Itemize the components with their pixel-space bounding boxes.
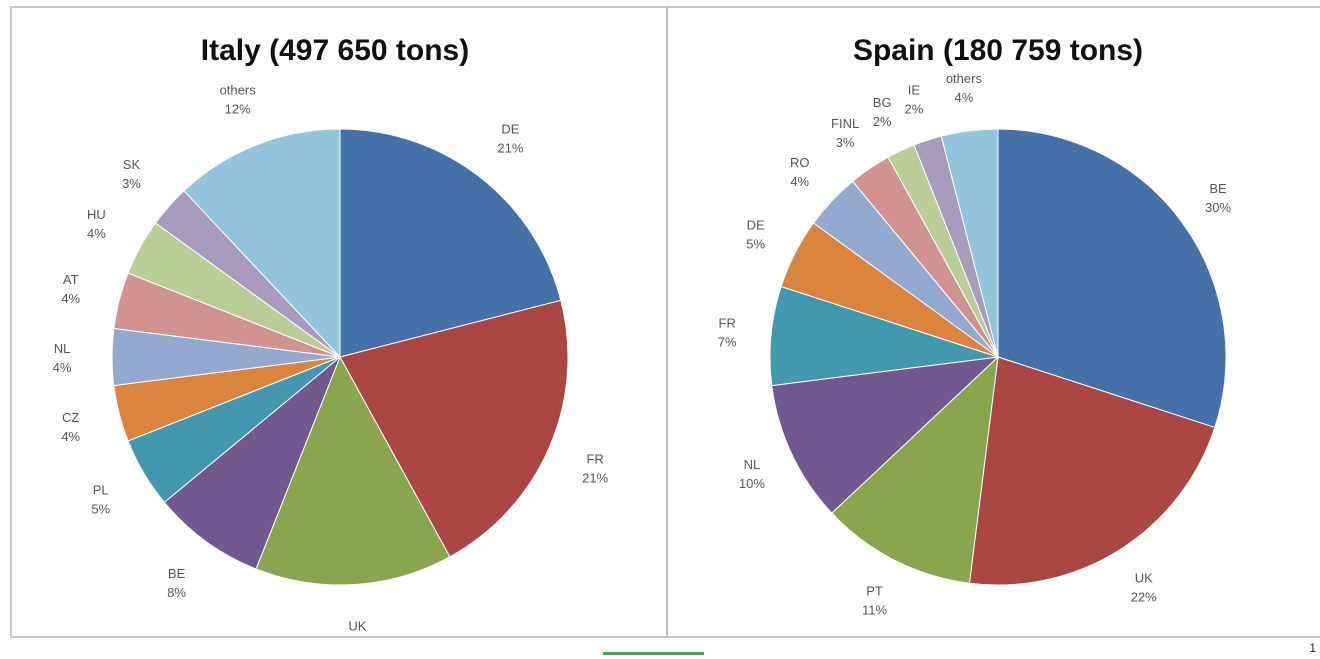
spain-slices: [769, 128, 1227, 586]
spain-slice-pt: [831, 355, 999, 584]
spain-label-name: BE: [1209, 181, 1227, 196]
spain-label-pct: 4%: [790, 174, 809, 189]
spain-label-name: RO: [790, 155, 810, 170]
spain-label-pct: 2%: [905, 101, 924, 116]
italy-label-name: DE: [501, 121, 519, 136]
spain-label-pct: 30%: [1205, 200, 1231, 215]
italy-label-name: CZ: [62, 410, 79, 425]
italy-label-pct: 5%: [91, 502, 110, 517]
spain-label-be: BE 30%: [1205, 181, 1231, 215]
italy-label-name: HU: [87, 207, 106, 222]
italy-slices: [111, 128, 569, 586]
spain-label-pt: PT 11%: [862, 583, 887, 617]
spain-label-pct: 5%: [746, 237, 765, 252]
italy-label-pct: 4%: [61, 291, 80, 306]
italy-label-uk: UK 14%: [344, 618, 370, 640]
italy-label-name: BE: [168, 566, 186, 581]
spain-label-name: others: [946, 71, 983, 86]
spain-slice-others: [940, 128, 999, 358]
italy-label-pct: 12%: [225, 102, 251, 117]
spain-label-others: others 4%: [946, 71, 983, 105]
spain-label-pct: 4%: [955, 90, 974, 105]
italy-label-name: PL: [93, 483, 109, 498]
spain-slice-nl: [771, 356, 1000, 514]
spain-label-pct: 10%: [739, 476, 765, 491]
spain-label-pct: 3%: [836, 135, 855, 150]
italy-chart-title: Italy (497 650 tons): [201, 34, 469, 67]
spain-label-ie: IE 2%: [905, 82, 924, 116]
italy-pie-chart: Italy (497 650 tons) DE 21% FR 21% UK 14% BE 8%…: [53, 34, 609, 640]
spain-label-name: FINL: [831, 116, 859, 131]
panel-divider: [666, 6, 668, 638]
spain-pie-chart: Spain (180 759 tons) BE 30% UK 22% PT 11% NL 10…: [718, 34, 1232, 617]
italy-label-be: BE 8%: [167, 566, 186, 600]
italy-slice-uk: [255, 355, 451, 586]
spain-label-nl: NL 10%: [739, 457, 765, 491]
spain-label-bg: BG 2%: [873, 95, 892, 129]
italy-label-pl: PL 5%: [91, 483, 110, 517]
spain-label-finl: FINL 3%: [831, 116, 859, 150]
italy-label-name: SK: [123, 157, 141, 172]
italy-labels: DE 21% FR 21% UK 14% BE 8% PL 5% CZ 4% NL 4% AT 4% HU 4% S…: [53, 83, 609, 640]
spain-label-pct: 11%: [862, 602, 887, 617]
italy-label-hu: HU 4%: [87, 207, 106, 241]
spain-label-pct: 2%: [873, 114, 892, 129]
italy-label-fr: FR 21%: [582, 451, 608, 485]
spain-label-name: DE: [747, 218, 765, 233]
italy-label-pct: 4%: [87, 226, 106, 241]
spain-chart-title: Spain (180 759 tons): [853, 34, 1143, 67]
spain-label-fr: FR 7%: [718, 315, 737, 349]
spain-label-de: DE 5%: [746, 218, 765, 252]
italy-slice-de: [339, 128, 562, 358]
italy-label-name: UK: [348, 618, 366, 633]
italy-label-sk: SK 3%: [122, 157, 141, 191]
italy-label-nl: NL 4%: [53, 341, 72, 375]
italy-label-at: AT 4%: [61, 272, 80, 306]
spain-slice-uk: [968, 356, 1216, 586]
spain-label-ro: RO 4%: [790, 155, 810, 189]
chart-frame: [10, 6, 1320, 638]
spain-label-pct: 7%: [718, 334, 737, 349]
italy-label-pct: 4%: [61, 429, 80, 444]
spain-label-name: PT: [866, 583, 883, 598]
italy-label-pct: 14%: [344, 637, 370, 640]
italy-label-pct: 21%: [497, 140, 523, 155]
italy-label-de: DE 21%: [497, 121, 523, 155]
italy-label-others: others 12%: [220, 83, 257, 117]
spain-label-pct: 22%: [1131, 590, 1157, 605]
italy-slice-be: [163, 356, 341, 570]
italy-label-pct: 21%: [582, 470, 608, 485]
italy-label-pct: 8%: [167, 585, 186, 600]
italy-label-cz: CZ 4%: [61, 410, 80, 444]
page-number: 1: [1309, 641, 1316, 655]
spain-label-uk: UK 22%: [1131, 571, 1157, 605]
italy-slice-fr: [339, 299, 569, 558]
italy-label-name: NL: [54, 341, 71, 356]
italy-slice-others: [183, 128, 341, 359]
italy-label-pct: 3%: [122, 176, 141, 191]
spain-label-name: IE: [908, 82, 921, 97]
accent-underline: [603, 652, 704, 655]
italy-label-name: FR: [586, 451, 603, 466]
italy-label-name: AT: [63, 272, 79, 287]
spain-label-name: BG: [873, 95, 892, 110]
italy-label-name: others: [220, 83, 257, 98]
italy-label-pct: 4%: [53, 360, 72, 375]
spain-label-name: FR: [719, 315, 736, 330]
spain-label-name: UK: [1135, 571, 1153, 586]
spain-label-name: NL: [744, 457, 761, 472]
spain-slice-be: [997, 128, 1227, 429]
spain-labels: BE 30% UK 22% PT 11% NL 10% FR 7% DE 5% RO 4% FINL 3% BG…: [718, 71, 1232, 617]
